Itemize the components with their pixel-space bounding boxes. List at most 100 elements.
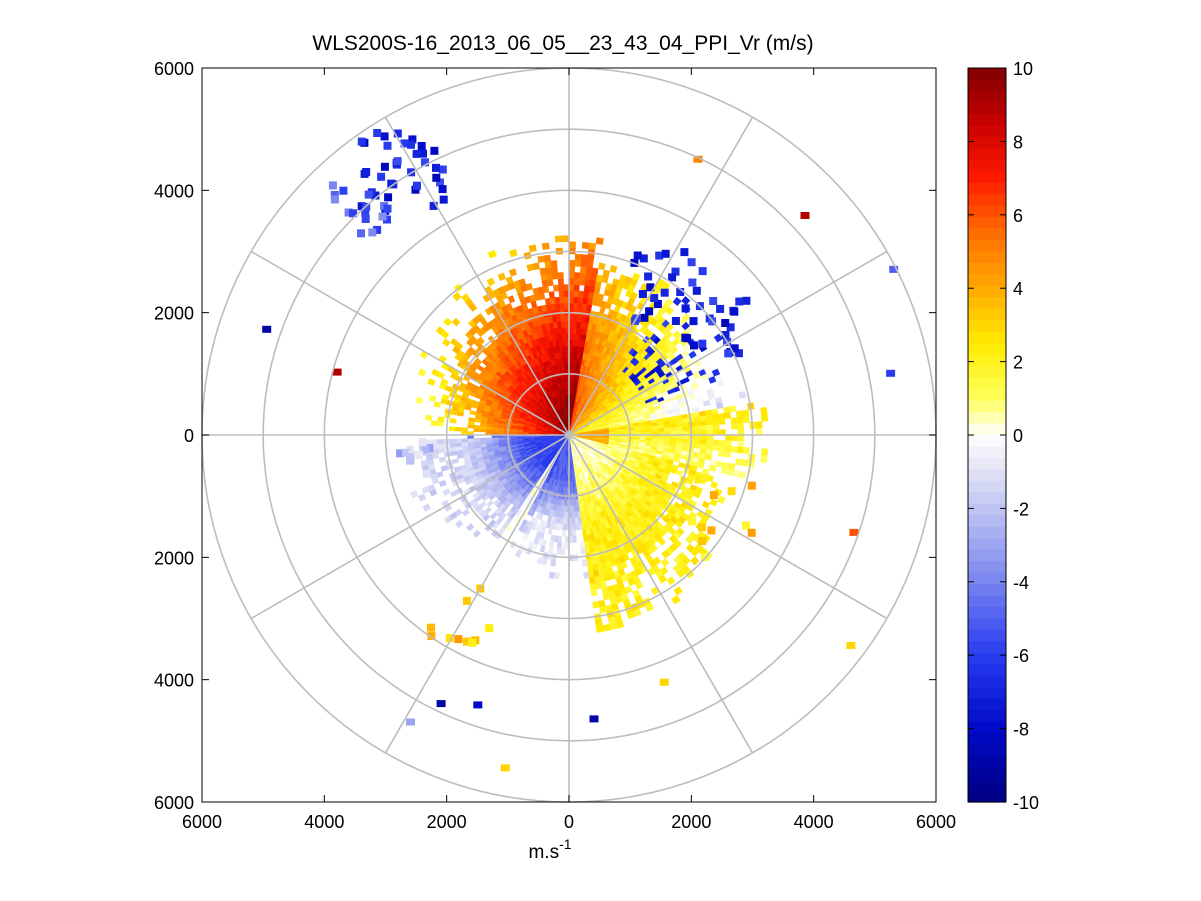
colorbar-band xyxy=(968,148,1006,161)
y-tick-label: 6000 xyxy=(154,793,194,813)
colorbar-band xyxy=(968,515,1006,528)
scatter-cell xyxy=(380,162,389,171)
velocity-cell xyxy=(454,519,464,529)
velocity-cell xyxy=(724,445,732,453)
velocity-cell xyxy=(694,420,702,427)
velocity-cell xyxy=(755,421,763,429)
velocity-cell xyxy=(724,440,732,447)
velocity-cell xyxy=(449,418,457,424)
colorbar-tick-label: 8 xyxy=(1013,132,1023,152)
colorbar-band xyxy=(968,217,1006,230)
isolated-cell xyxy=(406,718,415,726)
velocity-cell xyxy=(587,564,594,573)
y-tick-label: 4000 xyxy=(154,671,194,691)
colorbar-band xyxy=(968,744,1006,757)
velocity-cell xyxy=(706,439,714,446)
colorbar-band xyxy=(968,171,1006,184)
colorbar-band xyxy=(968,412,1006,425)
velocity-cell xyxy=(473,424,481,430)
velocity-cell xyxy=(579,272,587,280)
scatter-cell xyxy=(330,195,339,204)
velocity-cell xyxy=(595,237,604,245)
velocity-cell xyxy=(580,266,587,274)
scatter-cell xyxy=(427,623,435,632)
velocity-cell xyxy=(573,302,579,310)
scatter-cell xyxy=(361,215,370,223)
velocity-cell xyxy=(594,280,602,289)
velocity-cell xyxy=(681,422,689,428)
velocity-cell xyxy=(702,399,711,407)
velocity-cell xyxy=(466,523,475,532)
velocity-cell xyxy=(699,415,707,422)
velocity-cell xyxy=(712,439,720,446)
isolated-cell xyxy=(800,212,810,219)
velocity-cell xyxy=(539,545,546,553)
velocity-cell xyxy=(562,351,567,359)
colorbar-band xyxy=(968,343,1006,356)
velocity-cell xyxy=(557,327,563,335)
velocity-cell xyxy=(681,296,691,306)
velocity-cell xyxy=(539,267,547,276)
scatter-cell xyxy=(688,278,697,287)
velocity-cell xyxy=(663,424,671,429)
velocity-cell xyxy=(701,327,711,337)
velocity-cell xyxy=(556,547,562,555)
velocity-cell xyxy=(551,272,559,280)
colorbar-band xyxy=(968,113,1006,126)
velocity-cell xyxy=(717,450,725,458)
x-tick-label: 6000 xyxy=(916,812,956,832)
colorbar-band xyxy=(968,228,1006,241)
scatter-cell xyxy=(645,307,654,316)
scatter-cell xyxy=(357,137,366,146)
velocity-cell xyxy=(568,259,576,267)
scatter-cell xyxy=(680,248,689,257)
scatter-cell xyxy=(716,304,725,313)
velocity-cell xyxy=(712,419,720,426)
velocity-cell xyxy=(449,446,457,452)
colorbar-band xyxy=(968,205,1006,218)
isolated-cell xyxy=(849,528,859,536)
velocity-cell xyxy=(738,471,747,480)
scatter-cell xyxy=(698,523,706,532)
velocity-cell xyxy=(586,303,593,312)
velocity-cell xyxy=(685,325,694,335)
velocity-cell xyxy=(577,302,584,310)
velocity-cell xyxy=(583,571,590,579)
scatter-cell xyxy=(747,481,756,490)
scatter-cell xyxy=(698,537,707,546)
velocity-cell xyxy=(651,428,659,433)
scatter-cell xyxy=(328,181,337,190)
velocity-cell xyxy=(645,428,653,433)
velocity-cell xyxy=(559,296,565,304)
velocity-cell xyxy=(633,429,641,433)
velocity-cell xyxy=(590,588,598,597)
velocity-cell xyxy=(737,422,745,430)
y-tick-label: 0 xyxy=(184,426,194,446)
velocity-cell xyxy=(708,464,717,472)
colorbar-band xyxy=(968,687,1006,700)
velocity-cell xyxy=(580,254,589,262)
velocity-cell xyxy=(706,419,714,426)
velocity-cell xyxy=(561,327,566,334)
colorbar-band xyxy=(968,159,1006,172)
colorbar-band xyxy=(968,492,1006,505)
velocity-cell xyxy=(706,424,714,431)
velocity-cell xyxy=(574,259,582,267)
velocity-cell xyxy=(548,291,555,299)
scatter-cell xyxy=(688,517,697,526)
scatter-cell xyxy=(698,267,707,276)
velocity-cell xyxy=(681,418,689,424)
colorbar-band xyxy=(968,240,1006,253)
velocity-cell xyxy=(497,437,505,441)
x-tick-label: 2000 xyxy=(427,812,467,832)
colorbar-tick-label: 10 xyxy=(1013,59,1033,79)
velocity-cell xyxy=(427,378,436,386)
velocity-cell xyxy=(568,272,575,279)
y-tick-label: 6000 xyxy=(154,59,194,79)
velocity-cell xyxy=(711,413,719,421)
velocity-cell xyxy=(700,420,708,427)
scatter-cell xyxy=(742,521,750,530)
velocity-cell xyxy=(730,417,738,424)
velocity-cell xyxy=(741,409,750,417)
scatter-cell xyxy=(683,334,692,343)
